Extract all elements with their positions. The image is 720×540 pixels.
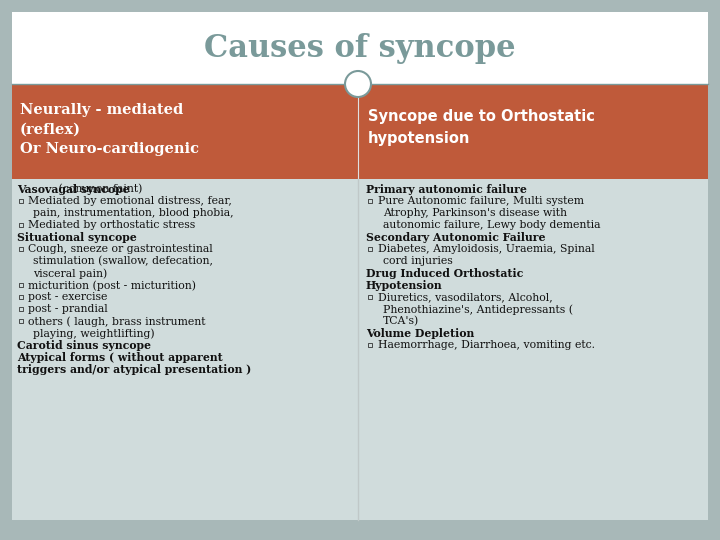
Bar [19,283,23,287]
Bar [368,247,372,251]
Text: Pure Autonomic failure, Multi system: Pure Autonomic failure, Multi system [378,196,584,206]
Bar [368,295,372,299]
Text: Atrophy, Parkinson's disease with: Atrophy, Parkinson's disease with [383,208,567,218]
Text: Drug Induced Orthostatic: Drug Induced Orthostatic [366,268,523,279]
Bar [19,295,23,299]
Text: Mediated by orthostatic stress: Mediated by orthostatic stress [28,220,195,230]
Bar [12,84,708,179]
Text: micturition (post - micturition): micturition (post - micturition) [28,280,196,291]
Text: Secondary Autonomic Failure: Secondary Autonomic Failure [366,232,546,243]
Text: post - exercise: post - exercise [28,292,107,302]
Bar [19,199,23,203]
Text: Mediated by emotional distress, fear,: Mediated by emotional distress, fear, [28,196,232,206]
Text: cord injuries: cord injuries [383,256,453,266]
Text: playing, weightlifting): playing, weightlifting) [33,328,155,339]
Text: Carotid sinus syncope: Carotid sinus syncope [17,340,151,351]
Text: autonomic failure, Lewy body dementia: autonomic failure, Lewy body dementia [383,220,600,230]
Text: Primary autonomic failure: Primary autonomic failure [366,184,527,195]
Text: Volume Depletion: Volume Depletion [366,328,474,339]
Bar [19,319,23,323]
Bar [19,307,23,311]
Text: Situational syncope: Situational syncope [17,232,137,243]
Text: (common faint): (common faint) [55,184,143,194]
Text: Haemorrhage, Diarrhoea, vomiting etc.: Haemorrhage, Diarrhoea, vomiting etc. [378,340,595,350]
Text: others ( laugh, brass instrument: others ( laugh, brass instrument [28,316,205,327]
Text: Diabetes, Amyloidosis, Uraemia, Spinal: Diabetes, Amyloidosis, Uraemia, Spinal [378,244,595,254]
Text: Neurally - mediated
(reflex)
Or Neuro-cardiogenic: Neurally - mediated (reflex) Or Neuro-ca… [20,103,199,156]
Bar [12,179,708,520]
Text: pain, instrumentation, blood phobia,: pain, instrumentation, blood phobia, [33,208,233,218]
Bar [368,199,372,203]
Text: Phenothiazine's, Antidepressants (: Phenothiazine's, Antidepressants ( [383,304,573,315]
Text: Diuretics, vasodilators, Alcohol,: Diuretics, vasodilators, Alcohol, [378,292,553,302]
Bar [368,343,372,347]
Text: stimulation (swallow, defecation,: stimulation (swallow, defecation, [33,256,213,266]
Text: triggers and/or atypical presentation ): triggers and/or atypical presentation ) [17,364,251,375]
Circle shape [345,71,371,97]
Text: visceral pain): visceral pain) [33,268,107,279]
Bar [19,223,23,227]
Text: TCA's): TCA's) [383,316,419,326]
Bar [12,12,708,179]
Text: Vasovagal syncope: Vasovagal syncope [17,184,130,195]
Text: Syncope due to Orthostatic
hypotension: Syncope due to Orthostatic hypotension [368,110,595,145]
Text: Hypotension: Hypotension [366,280,443,291]
Bar [12,520,708,540]
Text: Cough, sneeze or gastrointestinal: Cough, sneeze or gastrointestinal [28,244,212,254]
Text: Atypical forms ( without apparent: Atypical forms ( without apparent [17,352,222,363]
Text: Causes of syncope: Causes of syncope [204,32,516,64]
Text: post - prandial: post - prandial [28,304,108,314]
Bar [19,247,23,251]
